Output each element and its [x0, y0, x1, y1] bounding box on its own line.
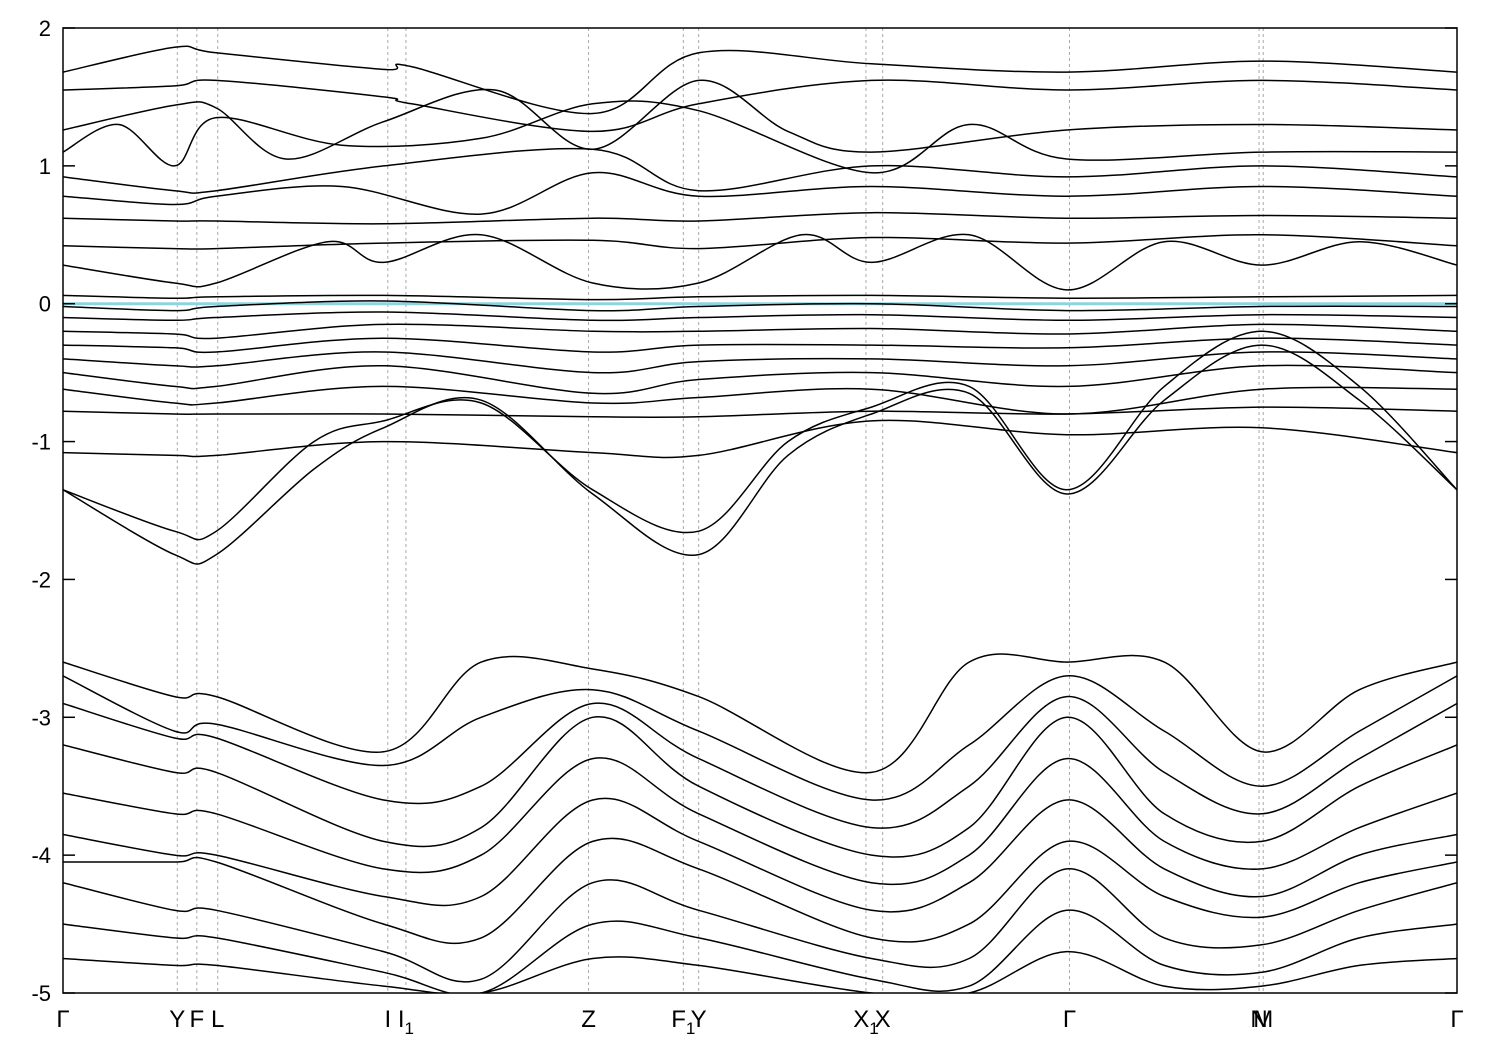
band-line: [63, 147, 1457, 194]
band-line: [63, 675, 1457, 801]
y-tick-label: -3: [31, 705, 51, 730]
kpoint-label: I1: [398, 1006, 414, 1038]
band-line: [63, 868, 1457, 983]
band-line: [63, 79, 1457, 133]
kpoint-label: N: [1250, 1006, 1267, 1033]
band-line: [63, 364, 1457, 395]
band-line: [63, 233, 1457, 291]
kpoint-label: F: [189, 1006, 204, 1033]
kpoint-label: X: [875, 1006, 891, 1033]
kpoint-label: X1: [853, 1006, 878, 1038]
kpoint-label: Γ: [1063, 1006, 1076, 1033]
band-line: [63, 234, 1457, 250]
kpoint-label: Z: [581, 1006, 596, 1033]
kpoint-gridlines: [176, 28, 1264, 993]
y-tick-label: -2: [31, 567, 51, 592]
y-tick-label: 0: [39, 292, 51, 317]
kpoint-label: Γ: [56, 1006, 69, 1033]
band-line: [63, 323, 1457, 340]
kpoint-label: L: [211, 1006, 224, 1033]
band-lines: [63, 45, 1457, 993]
band-line: [63, 300, 1457, 312]
band-line: [63, 909, 1457, 993]
band-line: [63, 950, 1457, 993]
band-line: [63, 419, 1457, 459]
band-line: [63, 695, 1457, 829]
kpoint-label: Y: [169, 1006, 185, 1033]
band-line: [63, 330, 1457, 541]
band-line: [63, 837, 1457, 945]
y-axis-ticks: 2 1 0 -1 -2 -3 -4 -5: [31, 16, 1457, 1006]
band-line: [63, 757, 1457, 886]
band-line: [63, 211, 1457, 225]
band-line: [63, 100, 1457, 174]
band-line: [63, 715, 1457, 858]
y-tick-label: 1: [39, 154, 51, 179]
band-line: [63, 311, 1457, 322]
y-tick-label: 2: [39, 16, 51, 41]
band-line: [63, 351, 1457, 374]
band-line: [63, 45, 1457, 115]
band-line: [63, 385, 1457, 415]
band-line: [63, 797, 1457, 913]
y-tick-label: -1: [31, 430, 51, 455]
kpoint-label: M: [1253, 1006, 1273, 1033]
band-line: [63, 171, 1457, 215]
kpoint-subscript: 1: [869, 1019, 878, 1038]
kpoint-label: Γ: [1450, 1006, 1463, 1033]
kpoint-label: Y: [691, 1006, 707, 1033]
x-axis-kpoint-labels: Γ Y F L I I1 Z F1Y X1X Γ NM Γ: [56, 1006, 1463, 1038]
band-line: [63, 344, 1457, 565]
y-tick-label: -4: [31, 843, 51, 868]
kpoint-label: F1: [671, 1006, 695, 1038]
band-line: [63, 337, 1457, 354]
band-line: [63, 406, 1457, 419]
kpoint-label: I: [384, 1006, 391, 1033]
y-tick-label: -5: [31, 981, 51, 1006]
band-line: [63, 294, 1457, 301]
kpoint-subscript: 1: [686, 1019, 695, 1038]
band-line: [63, 653, 1457, 774]
band-line: [63, 79, 1457, 160]
plot-frame: [62, 27, 1458, 994]
kpoint-subscript: 1: [405, 1019, 414, 1038]
